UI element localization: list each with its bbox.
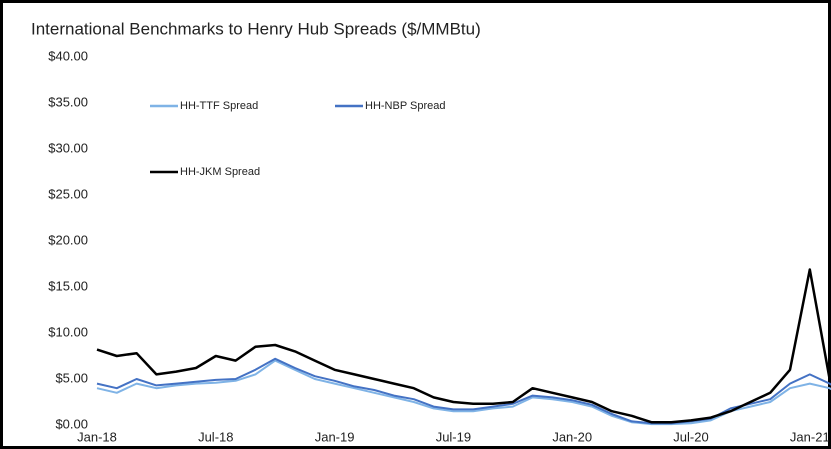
series-line [96, 268, 831, 424]
chart-title: International Benchmarks to Henry Hub Sp… [31, 19, 481, 38]
y-tick-label: $35.00 [48, 94, 88, 109]
series-line [96, 359, 831, 426]
legend-label: HH-TTF Spread [180, 100, 258, 112]
y-tick-label: $25.00 [48, 186, 88, 201]
y-tick-label: $20.00 [48, 232, 88, 247]
x-tick-label: Jan-20 [552, 429, 592, 444]
legend-label: HH-NBP Spread [365, 100, 446, 112]
x-tick-label: Jul-18 [198, 429, 233, 444]
x-tick-label: Jan-18 [77, 429, 117, 444]
y-tick-label: $10.00 [48, 324, 88, 339]
y-tick-label: $30.00 [48, 140, 88, 155]
y-tick-label: $0.00 [55, 416, 88, 431]
x-tick-label: Jul-19 [436, 429, 471, 444]
x-tick-label: Jan-21 [790, 429, 830, 444]
x-tick-label: Jul-20 [673, 429, 708, 444]
y-tick-label: $5.00 [55, 370, 88, 385]
legend-label: HH-JKM Spread [180, 166, 260, 178]
y-tick-label: $15.00 [48, 278, 88, 293]
x-tick-label: Jan-19 [315, 429, 355, 444]
series-line [96, 357, 831, 425]
y-tick-label: $40.00 [48, 48, 88, 63]
